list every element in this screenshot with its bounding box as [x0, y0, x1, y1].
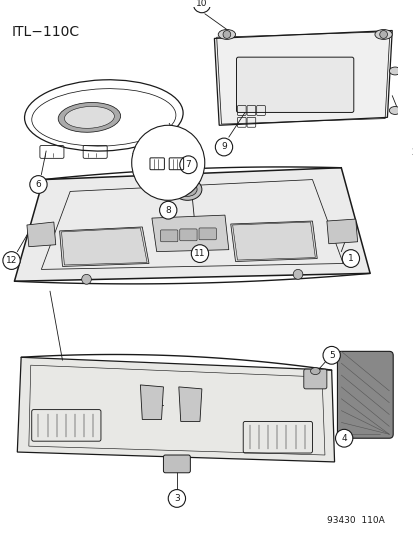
- Circle shape: [191, 245, 208, 262]
- Text: 11: 11: [194, 249, 205, 258]
- Ellipse shape: [178, 182, 197, 196]
- Circle shape: [131, 125, 204, 200]
- Polygon shape: [178, 387, 202, 422]
- Circle shape: [405, 144, 413, 162]
- Circle shape: [184, 175, 194, 184]
- FancyBboxPatch shape: [199, 228, 216, 240]
- Circle shape: [30, 176, 47, 193]
- FancyBboxPatch shape: [303, 369, 326, 389]
- Polygon shape: [214, 30, 391, 125]
- Polygon shape: [27, 222, 56, 247]
- Circle shape: [223, 30, 230, 38]
- Circle shape: [3, 252, 20, 269]
- Text: ITL−110C: ITL−110C: [12, 25, 79, 38]
- FancyBboxPatch shape: [236, 57, 353, 112]
- FancyBboxPatch shape: [160, 230, 178, 242]
- Circle shape: [179, 156, 197, 174]
- Circle shape: [81, 274, 91, 284]
- Polygon shape: [14, 168, 369, 281]
- Circle shape: [292, 269, 302, 279]
- Text: 1: 1: [347, 254, 353, 263]
- FancyBboxPatch shape: [163, 455, 190, 473]
- Text: 10: 10: [196, 0, 207, 9]
- Polygon shape: [17, 357, 334, 462]
- Ellipse shape: [388, 67, 400, 75]
- Circle shape: [193, 0, 210, 13]
- Circle shape: [322, 346, 339, 364]
- Polygon shape: [152, 215, 228, 252]
- Text: 6: 6: [36, 180, 41, 189]
- Text: 7: 7: [185, 160, 191, 169]
- Circle shape: [159, 201, 176, 219]
- Text: 2: 2: [411, 148, 413, 157]
- Ellipse shape: [374, 29, 391, 39]
- Polygon shape: [230, 221, 316, 262]
- Circle shape: [342, 249, 358, 268]
- Circle shape: [215, 138, 232, 156]
- Text: 3: 3: [173, 494, 179, 503]
- Text: 5: 5: [328, 351, 334, 360]
- Circle shape: [379, 30, 387, 38]
- Ellipse shape: [310, 368, 319, 375]
- FancyBboxPatch shape: [337, 351, 392, 438]
- Ellipse shape: [388, 107, 400, 115]
- Polygon shape: [59, 227, 149, 266]
- Text: 93430  110A: 93430 110A: [326, 516, 384, 525]
- Text: 12: 12: [6, 256, 17, 265]
- Circle shape: [168, 490, 185, 507]
- Polygon shape: [140, 385, 163, 419]
- FancyBboxPatch shape: [179, 229, 197, 241]
- Ellipse shape: [64, 107, 114, 128]
- Polygon shape: [326, 219, 357, 244]
- Ellipse shape: [173, 179, 202, 200]
- Circle shape: [335, 430, 352, 447]
- Ellipse shape: [218, 29, 235, 39]
- Text: 8: 8: [165, 206, 171, 215]
- Ellipse shape: [58, 102, 120, 132]
- Text: 9: 9: [221, 142, 226, 151]
- Text: 4: 4: [341, 434, 346, 443]
